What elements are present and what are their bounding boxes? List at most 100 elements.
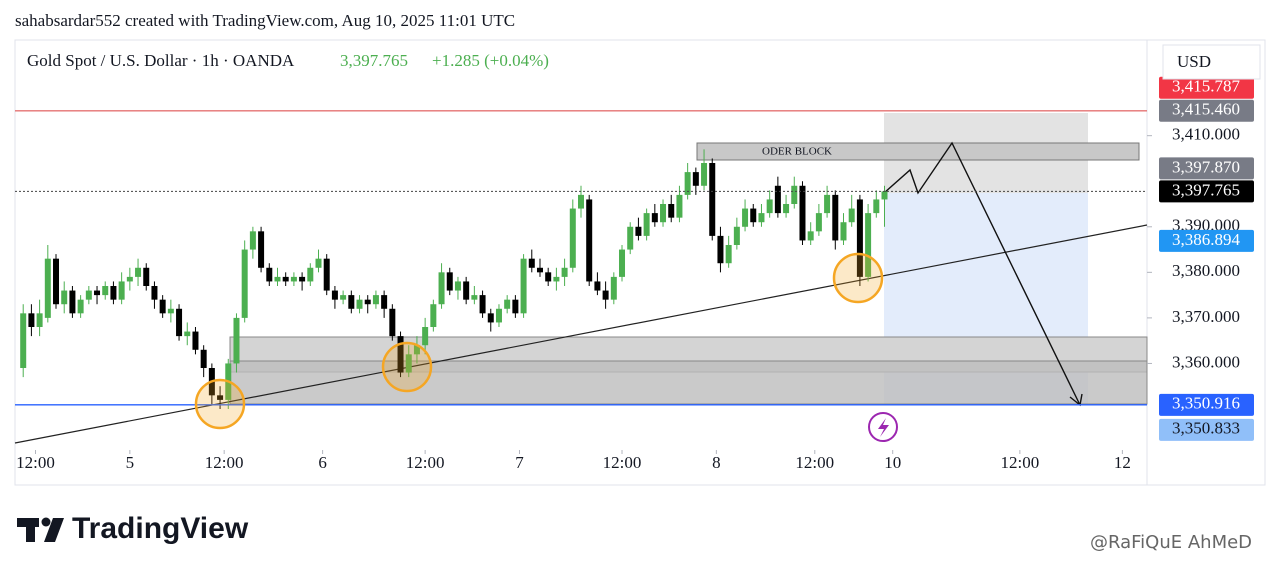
- logo-part: [26, 518, 35, 542]
- candle-body: [873, 199, 880, 214]
- y-tick-label: 3,380.000: [1172, 261, 1240, 280]
- candle-body: [249, 231, 256, 250]
- candle-body: [61, 290, 68, 305]
- candle-body: [832, 194, 839, 241]
- symbol: Gold Spot / U.S. Dollar · 1h · OANDA: [27, 51, 295, 70]
- candle-body: [602, 290, 609, 300]
- candle-body: [766, 199, 773, 214]
- candle-body: [290, 276, 297, 282]
- candle-body: [184, 331, 191, 337]
- candle-body: [668, 204, 675, 218]
- candle-body: [44, 258, 51, 318]
- x-tick-label: 10: [884, 453, 901, 472]
- support-zone-inner: [229, 360, 1148, 405]
- y-tick-label: 3,360.000: [1172, 352, 1240, 371]
- candle-body: [266, 267, 273, 282]
- candle-body: [619, 249, 626, 277]
- x-tick-label: 12: [1114, 453, 1131, 472]
- candle-body: [495, 308, 502, 323]
- watermark: @RaFiQuE AhMeD: [1090, 532, 1252, 553]
- candle-body: [635, 226, 642, 236]
- candle-body: [651, 213, 658, 223]
- candle-body: [372, 295, 379, 305]
- candle-body: [848, 208, 855, 223]
- candle-body: [692, 172, 699, 186]
- x-tick-label: 5: [126, 453, 135, 472]
- candle-body: [143, 267, 150, 286]
- candle-body: [69, 290, 76, 314]
- candle-body: [126, 276, 133, 282]
- candle-body: [315, 258, 322, 268]
- candle-body: [446, 272, 453, 291]
- highlight-circle: [381, 341, 433, 393]
- price-tag-label: 3,415.787: [1172, 77, 1241, 96]
- order-block-label: ODER BLOCK: [762, 146, 832, 158]
- candle-body: [94, 290, 101, 296]
- candle-body: [381, 295, 388, 309]
- candle-body: [553, 276, 560, 282]
- logo: TradingView: [72, 512, 249, 545]
- price-tag: [1159, 157, 1254, 180]
- candle-body: [824, 194, 831, 214]
- candle-body: [594, 281, 601, 291]
- candle-body: [397, 336, 404, 373]
- candle-body: [405, 354, 412, 373]
- candle-body: [643, 213, 650, 236]
- candle-body: [438, 272, 445, 305]
- candle-body: [340, 295, 347, 300]
- x-tick-label: 12:00: [16, 453, 55, 472]
- candle-body: [750, 208, 757, 223]
- order-block: [696, 142, 1140, 161]
- price-tag: [1159, 418, 1254, 441]
- candle-body: [815, 213, 822, 232]
- candle-body: [676, 194, 683, 218]
- candle-body: [627, 226, 634, 250]
- price-tag-label: 3,415.460: [1172, 100, 1240, 119]
- candle-body: [167, 308, 174, 314]
- candle-body: [299, 276, 306, 282]
- x-tick-label: 8: [712, 453, 721, 472]
- last-price: 3,397.765: [340, 51, 408, 70]
- candle-body: [331, 290, 338, 300]
- x-tick-label: 12:00: [795, 453, 834, 472]
- currency-box[interactable]: [1162, 44, 1261, 80]
- candle-body: [274, 276, 281, 282]
- candle-body: [504, 299, 511, 309]
- candle-body: [471, 295, 478, 300]
- candle-body: [840, 222, 847, 241]
- candle-body: [233, 317, 240, 364]
- candle-body: [578, 194, 584, 209]
- highlight-circle: [194, 378, 246, 430]
- candle-body: [463, 281, 470, 300]
- price-tag: [1159, 76, 1254, 99]
- candle-body: [561, 267, 568, 277]
- candle-body: [85, 290, 92, 300]
- candle-body: [364, 299, 371, 305]
- logo-part: [41, 517, 51, 527]
- x-tick-label: 7: [515, 453, 524, 472]
- candle-body: [569, 208, 576, 268]
- candle-body: [323, 258, 330, 291]
- candle-body: [389, 308, 396, 337]
- chart-frame: [14, 39, 1266, 486]
- candle-body: [742, 208, 749, 227]
- projection-path: [883, 141, 1081, 406]
- x-tick-label: 12:00: [1000, 453, 1039, 472]
- axes: 3,360.0003,370.0003,380.0003,390.0003,41…: [16, 77, 1254, 472]
- candle-body: [241, 249, 248, 318]
- price-tag: [1159, 99, 1254, 122]
- candle-body: [684, 172, 691, 195]
- candle-body: [479, 295, 486, 314]
- candle-body: [536, 267, 543, 273]
- price-tag-label: 3,350.916: [1172, 394, 1240, 413]
- candle-body: [200, 349, 207, 368]
- candle-body: [348, 295, 355, 309]
- candle-body: [151, 286, 158, 300]
- price-tag-label: 3,350.833: [1172, 419, 1240, 438]
- candle-body: [758, 213, 765, 223]
- highlight-circle: [832, 252, 884, 304]
- logo-part: [44, 518, 64, 542]
- candle-body: [717, 235, 724, 264]
- candle-body: [520, 258, 527, 314]
